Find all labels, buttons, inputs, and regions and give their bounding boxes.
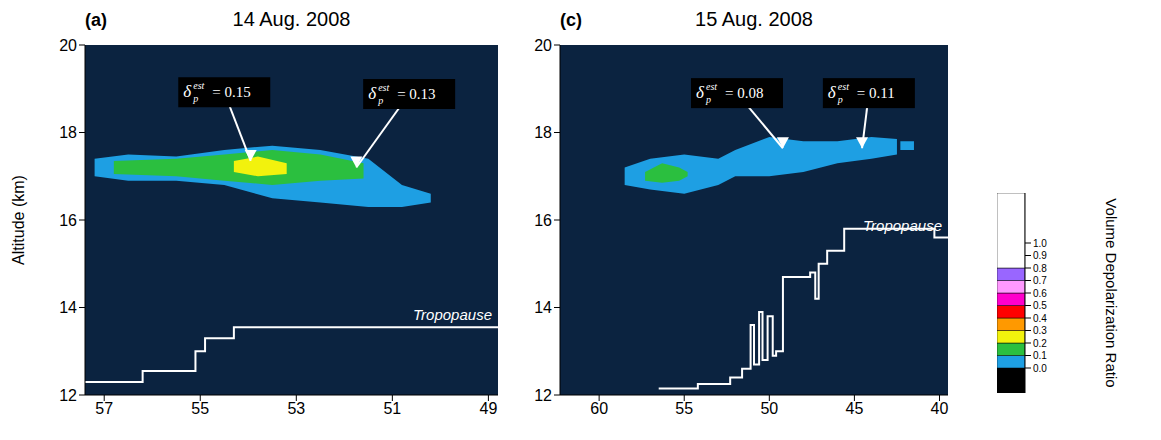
svg-text:40: 40: [931, 400, 949, 417]
svg-text:0.5: 0.5: [1033, 300, 1047, 311]
svg-text:0.7: 0.7: [1033, 275, 1047, 286]
svg-text:12: 12: [59, 387, 77, 404]
svg-text:60: 60: [590, 400, 608, 417]
svg-text:18: 18: [534, 124, 552, 141]
svg-text:δ: δ: [828, 83, 837, 102]
html-text:(a): (a): [85, 10, 107, 30]
svg-text:= 0.11: = 0.11: [857, 85, 895, 101]
svg-text:Altitude (km): Altitude (km): [10, 175, 27, 265]
svg-text:= 0.08: = 0.08: [725, 85, 763, 101]
svg-text:δ: δ: [696, 83, 705, 102]
svg-text:51: 51: [383, 400, 401, 417]
svg-text:p: p: [837, 94, 843, 105]
svg-text:Tropopause: Tropopause: [413, 306, 492, 323]
svg-text:49: 49: [479, 400, 497, 417]
svg-text:est: est: [378, 82, 389, 93]
svg-text:p: p: [705, 94, 711, 105]
html-text:15 Aug. 2008: 15 Aug. 2008: [695, 8, 813, 30]
svg-text:1.0: 1.0: [1033, 238, 1047, 249]
svg-text:0.0: 0.0: [1033, 363, 1047, 374]
svg-text:16: 16: [534, 212, 552, 229]
svg-text:20: 20: [534, 37, 552, 54]
svg-text:δ: δ: [183, 82, 192, 101]
svg-text:δ: δ: [368, 84, 377, 103]
svg-text:18: 18: [59, 124, 77, 141]
svg-text:14: 14: [534, 299, 552, 316]
svg-text:0.1: 0.1: [1033, 350, 1047, 361]
svg-text:Tropopause: Tropopause: [863, 217, 942, 234]
svg-text:14: 14: [59, 299, 77, 316]
svg-text:55: 55: [675, 400, 693, 417]
svg-text:p: p: [377, 95, 383, 106]
svg-text:55: 55: [191, 400, 209, 417]
svg-text:p: p: [192, 93, 198, 104]
svg-text:20: 20: [59, 37, 77, 54]
svg-text:Volume Depolarization Ratio: Volume Depolarization Ratio: [1103, 198, 1120, 387]
svg-text:0.8: 0.8: [1033, 263, 1047, 274]
svg-text:57: 57: [95, 400, 113, 417]
svg-text:12: 12: [534, 387, 552, 404]
svg-text:est: est: [706, 81, 717, 92]
svg-text:0.9: 0.9: [1033, 250, 1047, 261]
html-text:(c): (c): [560, 10, 582, 30]
svg-text:16: 16: [59, 212, 77, 229]
svg-text:0.6: 0.6: [1033, 288, 1047, 299]
svg-text:0.4: 0.4: [1033, 313, 1047, 324]
html-text:14 Aug. 2008: 14 Aug. 2008: [232, 8, 351, 30]
svg-text:0.2: 0.2: [1033, 338, 1047, 349]
svg-text:= 0.13: = 0.13: [397, 86, 435, 102]
svg-text:45: 45: [846, 400, 864, 417]
svg-text:est: est: [193, 80, 204, 91]
svg-text:50: 50: [760, 400, 778, 417]
svg-text:0.3: 0.3: [1033, 325, 1047, 336]
svg-text:est: est: [838, 81, 849, 92]
svg-text:53: 53: [287, 400, 305, 417]
svg-text:= 0.15: = 0.15: [212, 84, 250, 100]
